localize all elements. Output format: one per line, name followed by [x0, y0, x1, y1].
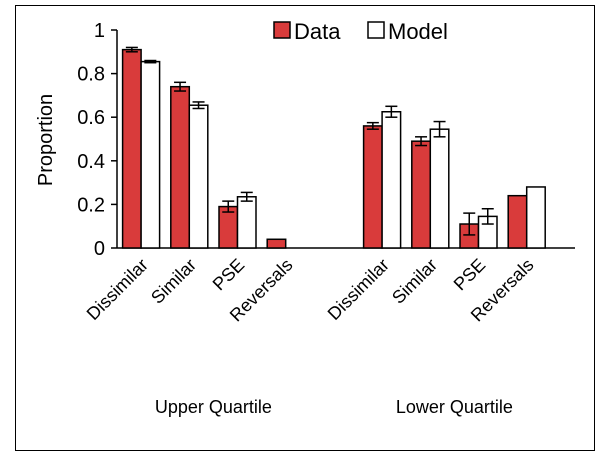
bar-model	[236, 196, 257, 249]
bar-data	[121, 48, 142, 249]
legend-label-data: Data	[294, 19, 341, 44]
bar-model	[525, 186, 546, 249]
x-category-label: Similar	[147, 255, 200, 308]
legend-label-model: Model	[388, 19, 448, 44]
y-tick-label: 0	[94, 238, 105, 260]
bar-model	[188, 104, 209, 249]
y-tick-label: 0.2	[77, 194, 105, 216]
legend-swatch-data	[273, 21, 291, 39]
y-tick-label: 1	[94, 20, 105, 42]
y-axis-title: Proportion	[35, 94, 57, 186]
bar-marks	[121, 46, 546, 249]
bar-data	[362, 125, 383, 249]
x-group-label: Upper Quartile	[155, 397, 272, 417]
bar-model	[429, 128, 450, 249]
x-axis-group-labels: Upper Quartile Lower Quartile	[155, 397, 513, 417]
y-tick-label: 0.6	[77, 107, 105, 129]
x-category-label: Dissimilar	[324, 255, 393, 324]
bar-data	[266, 238, 287, 249]
x-group-label: Lower Quartile	[396, 397, 513, 417]
chart-frame	[15, 5, 595, 451]
y-tick-label: 0.4	[77, 151, 105, 173]
bar-data	[170, 85, 191, 249]
legend-background	[262, 14, 467, 48]
bar-model	[381, 111, 402, 249]
legend-swatch-model	[367, 21, 385, 39]
x-category-label: Similar	[388, 255, 441, 308]
y-tick-label: 0.8	[77, 64, 105, 86]
bar-model	[140, 60, 161, 249]
x-category-label: PSE	[209, 255, 249, 295]
x-category-label: PSE	[450, 255, 490, 295]
bar-data	[507, 194, 528, 249]
bar-data	[411, 140, 432, 249]
x-category-label: Dissimilar	[83, 255, 152, 324]
bar-data	[218, 205, 239, 249]
legend: Data Model	[262, 14, 467, 48]
y-axis-ticks: 0 0.2 0.4 0.6 0.8 1	[77, 20, 117, 260]
